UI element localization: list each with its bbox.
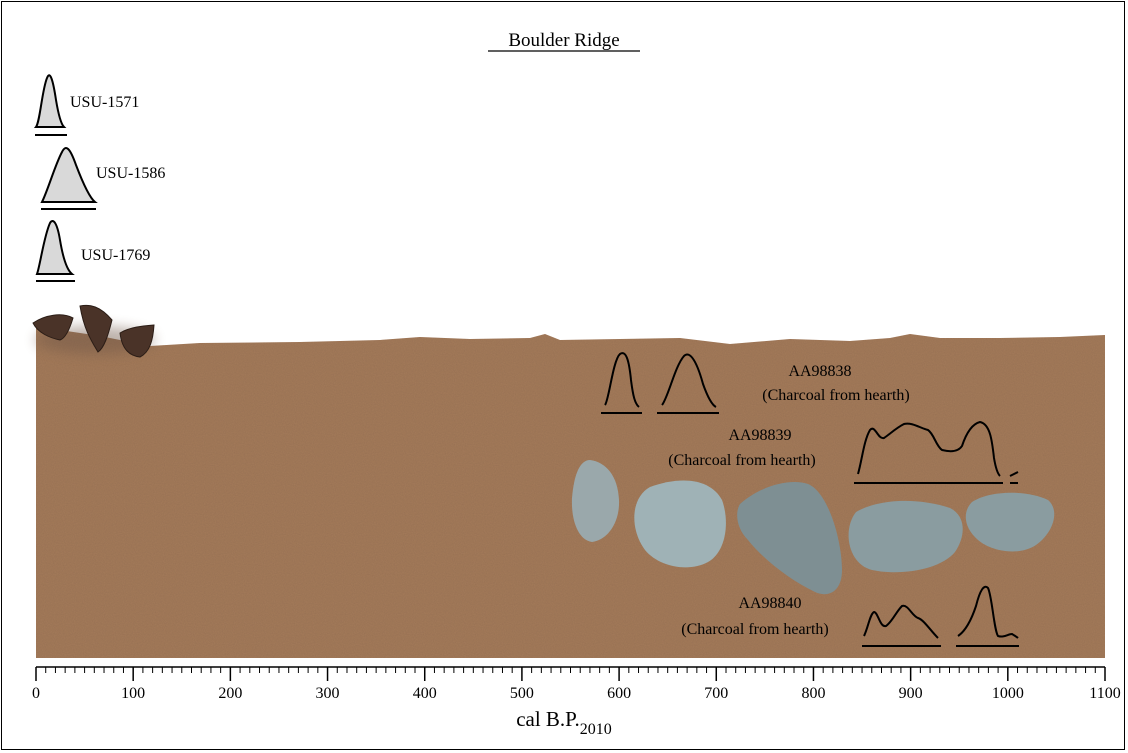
- pottery-sherd-icon: [79, 304, 113, 353]
- x-tick-label: 100: [121, 685, 145, 702]
- rock: [965, 492, 1055, 552]
- x-axis: 0 100 200 300 400 500 600 700 800 900 1000 1100: [32, 666, 1121, 702]
- pottery-fragments: [32, 304, 155, 358]
- curve-usu-1571: [33, 74, 67, 136]
- pottery-sherd-icon: [119, 324, 155, 358]
- x-tick-label: 0: [32, 685, 40, 702]
- x-tick-label: 400: [413, 685, 437, 702]
- x-tick-label: 300: [316, 685, 340, 702]
- rock: [571, 460, 620, 542]
- x-axis-label: cal B.P.2010: [516, 707, 612, 738]
- label-aa98840-material: (Charcoal from hearth): [681, 621, 828, 638]
- label-aa98838-id: AA98838: [788, 363, 851, 380]
- x-tick-label: 700: [704, 685, 728, 702]
- rock: [634, 480, 726, 568]
- x-tick-label: 600: [607, 685, 631, 702]
- label-usu-1769: USU-1769: [81, 247, 150, 264]
- x-tick-label: 900: [899, 685, 923, 702]
- pottery-sherd-icon: [32, 314, 74, 341]
- curve-usu-1586: [40, 147, 98, 210]
- label-aa98840-id: AA98840: [738, 595, 801, 612]
- x-tick-label: 200: [218, 685, 242, 702]
- soil-layer: [36, 325, 1105, 658]
- curve-usu-1769: [35, 220, 75, 282]
- label-usu-1571: USU-1571: [70, 94, 139, 111]
- rock-layer: [571, 460, 1055, 595]
- label-usu-1586: USU-1586: [96, 165, 165, 182]
- label-aa98839-material: (Charcoal from hearth): [668, 452, 815, 469]
- rock: [848, 500, 963, 573]
- curve-aa98838: [601, 352, 719, 414]
- diagram-title: Boulder Ridge: [508, 30, 619, 51]
- x-tick-label: 800: [801, 685, 825, 702]
- x-tick-label: 500: [510, 685, 534, 702]
- label-aa98839-id: AA98839: [728, 427, 791, 444]
- curve-aa98839: [854, 420, 1019, 484]
- rock: [737, 482, 842, 595]
- label-aa98838-material: (Charcoal from hearth): [762, 387, 909, 404]
- x-tick-label: 1100: [1089, 685, 1120, 702]
- x-axis-label-main: cal B.P.: [516, 707, 580, 731]
- x-tick-label: 1000: [992, 685, 1024, 702]
- curve-aa98840: [862, 585, 1019, 647]
- x-axis-label-sub: 2010: [580, 721, 612, 738]
